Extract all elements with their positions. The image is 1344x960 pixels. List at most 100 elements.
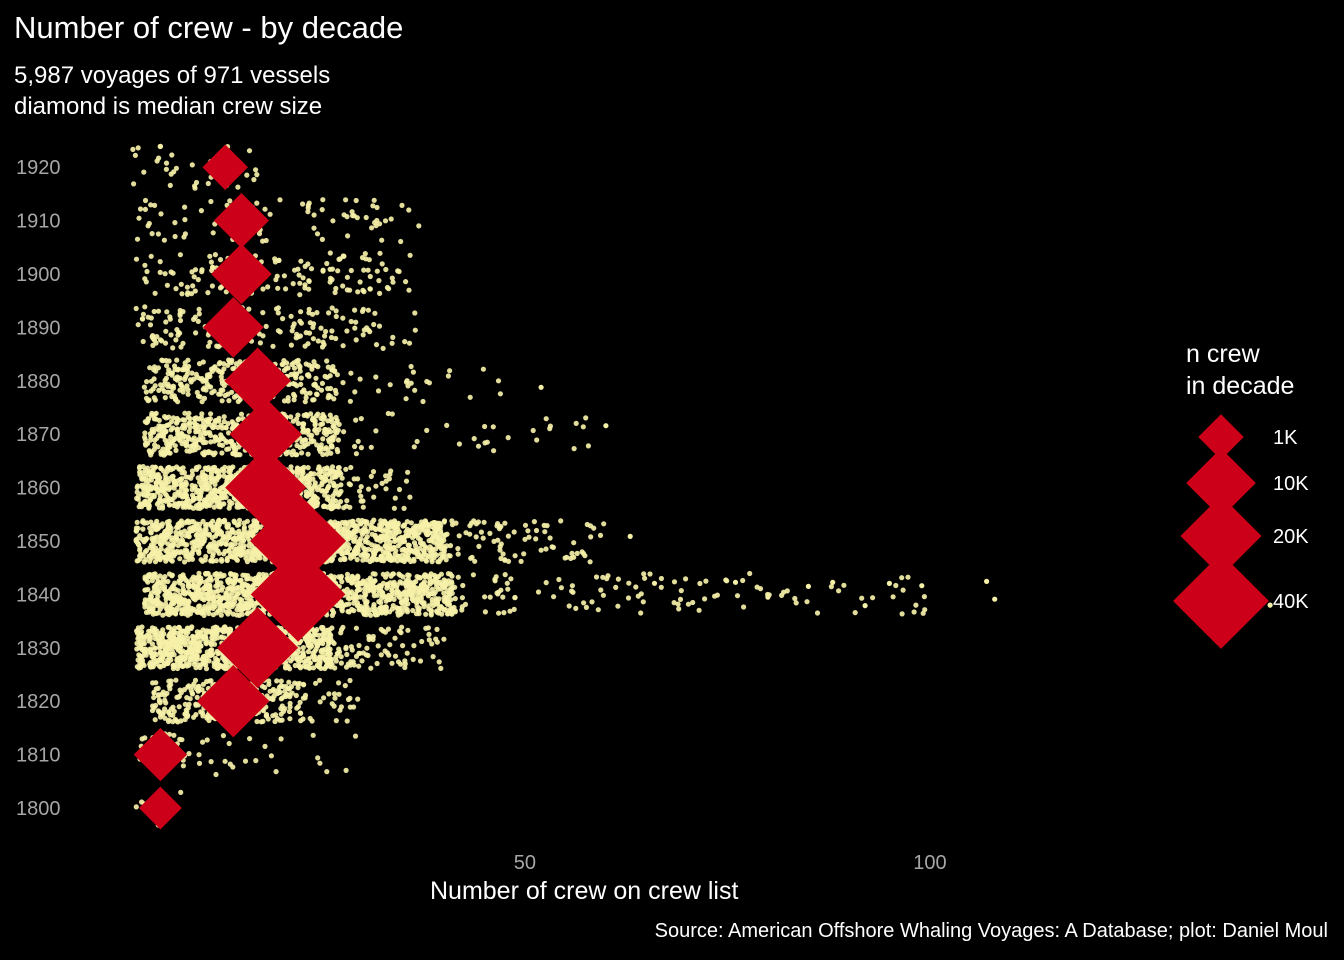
voyage-point bbox=[213, 771, 219, 778]
voyage-point bbox=[185, 612, 191, 618]
voyage-point bbox=[300, 716, 306, 722]
voyage-point bbox=[436, 659, 442, 665]
voyage-point bbox=[220, 584, 226, 591]
voyage-point bbox=[294, 653, 300, 660]
voyage-point bbox=[200, 739, 206, 745]
voyage-point bbox=[913, 602, 919, 608]
voyage-point bbox=[300, 645, 306, 651]
voyage-point bbox=[224, 557, 230, 563]
voyage-point bbox=[391, 524, 397, 530]
voyage-point bbox=[263, 713, 270, 719]
voyage-point bbox=[346, 595, 352, 602]
voyage-point bbox=[315, 632, 322, 638]
voyage-point bbox=[276, 689, 282, 696]
voyage-point bbox=[273, 769, 279, 775]
voyage-point bbox=[152, 632, 158, 638]
voyage-point bbox=[239, 581, 245, 587]
voyage-point bbox=[189, 492, 196, 498]
voyage-point bbox=[438, 665, 444, 672]
voyage-point bbox=[441, 546, 447, 552]
voyage-point bbox=[423, 557, 429, 563]
voyage-point bbox=[541, 522, 547, 529]
voyage-point bbox=[134, 646, 140, 652]
voyage-point bbox=[434, 524, 441, 530]
voyage-point bbox=[497, 547, 503, 553]
voyage-point bbox=[431, 539, 437, 545]
voyage-point bbox=[426, 603, 432, 609]
voyage-point bbox=[142, 576, 148, 582]
voyage-point bbox=[193, 655, 199, 662]
voyage-point bbox=[386, 529, 393, 535]
voyage-point bbox=[226, 505, 232, 511]
voyage-point bbox=[531, 519, 538, 525]
voyage-point bbox=[333, 718, 339, 724]
voyage-point bbox=[449, 581, 455, 587]
voyage-point bbox=[562, 555, 568, 561]
voyage-point bbox=[696, 607, 702, 613]
voyage-point bbox=[402, 664, 408, 671]
voyage-point bbox=[289, 690, 295, 696]
voyage-point bbox=[155, 590, 161, 596]
voyage-point bbox=[406, 547, 412, 553]
voyage-point bbox=[260, 571, 266, 578]
voyage-point bbox=[358, 484, 364, 490]
voyage-point bbox=[154, 575, 160, 581]
voyage-point bbox=[162, 491, 168, 497]
voyage-point bbox=[195, 662, 201, 668]
voyage-point bbox=[177, 657, 183, 663]
voyage-point bbox=[260, 708, 266, 714]
voyage-point bbox=[408, 520, 414, 526]
voyage-point bbox=[225, 611, 231, 617]
voyage-point bbox=[246, 531, 252, 538]
voyage-point bbox=[271, 688, 277, 694]
voyage-point bbox=[438, 528, 444, 534]
voyage-point bbox=[206, 531, 212, 538]
voyage-point bbox=[187, 656, 193, 662]
voyage-point bbox=[455, 551, 461, 557]
voyage-point bbox=[581, 600, 587, 606]
voyage-point bbox=[214, 658, 220, 664]
voyage-point bbox=[416, 552, 422, 558]
voyage-point bbox=[400, 643, 406, 649]
voyage-point bbox=[163, 532, 169, 539]
voyage-point bbox=[336, 504, 342, 510]
voyage-point bbox=[182, 492, 188, 498]
voyage-point bbox=[449, 590, 455, 596]
voyage-point bbox=[404, 526, 410, 533]
voyage-point bbox=[373, 483, 379, 489]
voyage-point bbox=[647, 571, 653, 577]
voyage-point bbox=[702, 596, 708, 602]
voyage-point bbox=[156, 699, 163, 705]
voyage-point bbox=[321, 630, 327, 636]
voyage-point bbox=[140, 519, 146, 525]
voyage-point bbox=[213, 558, 219, 564]
voyage-point bbox=[671, 579, 678, 585]
voyage-point bbox=[535, 589, 542, 595]
voyage-point bbox=[344, 571, 351, 577]
voyage-point bbox=[364, 645, 370, 651]
voyage-point bbox=[410, 656, 416, 663]
voyage-point bbox=[312, 480, 318, 486]
voyage-point bbox=[302, 695, 308, 701]
voyage-point bbox=[134, 540, 140, 546]
voyage-point bbox=[146, 503, 152, 509]
voyage-point bbox=[329, 464, 336, 470]
voyage-point bbox=[151, 690, 157, 696]
voyage-point bbox=[360, 650, 366, 656]
voyage-point bbox=[343, 646, 349, 652]
voyage-point bbox=[166, 709, 172, 715]
voyage-point bbox=[182, 591, 188, 597]
voyage-point bbox=[230, 595, 236, 602]
voyage-point bbox=[370, 571, 376, 577]
voyage-point bbox=[154, 658, 160, 664]
voyage-point bbox=[221, 468, 227, 474]
voyage-point bbox=[180, 763, 186, 769]
voyage-point bbox=[310, 665, 317, 671]
voyage-point bbox=[361, 611, 367, 617]
voyage-point bbox=[202, 498, 209, 504]
voyage-point bbox=[162, 697, 168, 703]
voyage-point bbox=[402, 589, 409, 595]
voyage-point bbox=[354, 557, 360, 563]
voyage-point bbox=[740, 577, 746, 584]
voyage-point bbox=[146, 573, 152, 580]
